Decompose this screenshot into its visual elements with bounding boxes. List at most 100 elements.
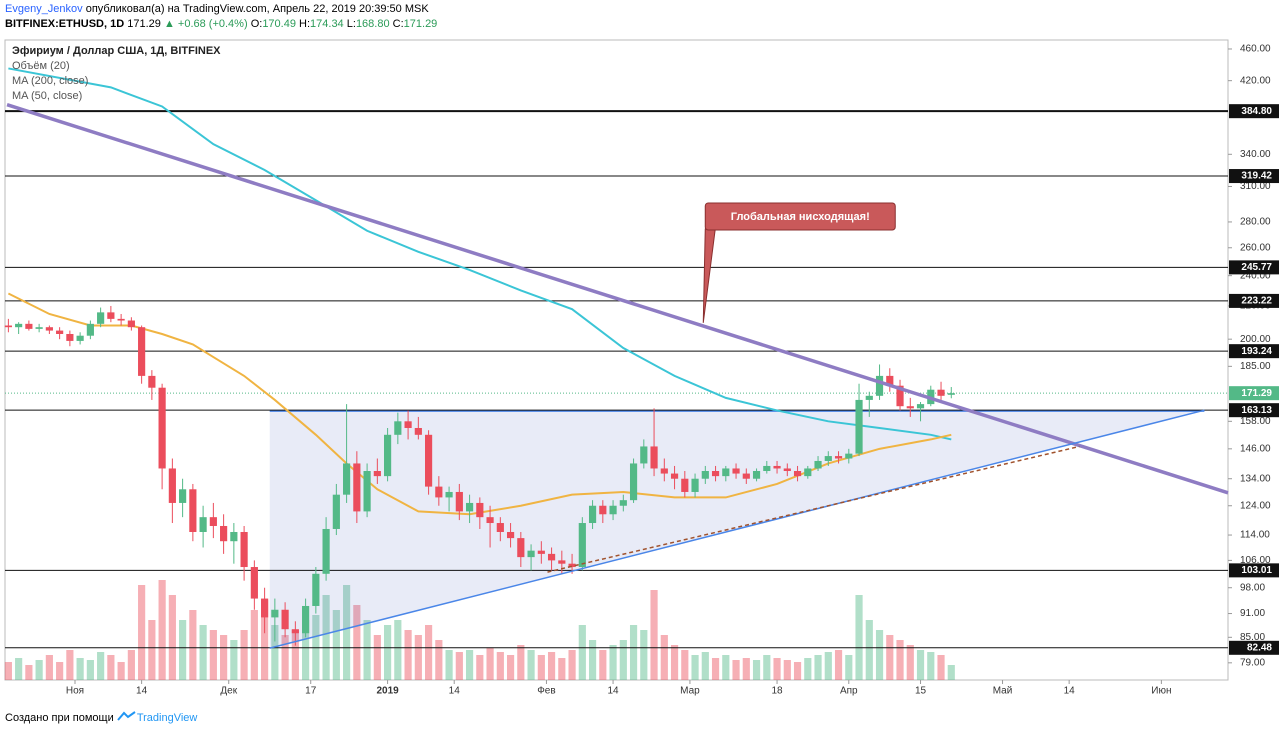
volume-bar <box>578 625 586 680</box>
candle-body <box>640 446 648 464</box>
ohlc-key: C: <box>392 18 404 30</box>
candle-body <box>845 453 853 459</box>
volume-bar <box>691 655 699 680</box>
y-tick-label: 260.00 <box>1240 242 1271 253</box>
candle-body <box>281 609 289 630</box>
trendline <box>547 445 1080 573</box>
volume-bar <box>343 585 351 680</box>
candle-body <box>773 465 781 469</box>
plot-frame <box>4 39 1229 681</box>
y-tick-label: 79.00 <box>1240 657 1265 668</box>
volume-bar <box>179 620 187 680</box>
x-tick-label: 14 <box>449 686 461 697</box>
candle-body <box>793 471 802 477</box>
candle-body <box>865 395 873 400</box>
candle-body <box>148 375 156 388</box>
candle-body <box>937 389 945 396</box>
volume-bar <box>763 655 771 680</box>
ohlc: O:170.49 H:174.34 L:168.80 C:171.29 <box>251 18 438 30</box>
volume-bar <box>783 660 791 680</box>
author[interactable]: Evgeny_Jenkov <box>5 3 83 15</box>
volume-bar <box>76 658 84 680</box>
logo <box>117 711 136 721</box>
volume-bar <box>127 650 135 680</box>
volume-bar <box>373 635 381 680</box>
candle-body <box>476 502 484 518</box>
level-label: 103.01 <box>1241 565 1272 576</box>
volume-bar <box>629 625 638 680</box>
candle-body <box>343 463 351 495</box>
level-tag <box>1229 260 1279 275</box>
y-tick-label: 158.00 <box>1240 416 1271 427</box>
volume-bar <box>465 650 474 680</box>
change: ▲ +0.68 (+0.4%) <box>163 18 248 30</box>
candle-body <box>711 471 720 477</box>
ohlc-value: 168.80 <box>355 18 390 30</box>
level-label: 223.22 <box>1241 296 1272 307</box>
candle-body <box>455 491 463 512</box>
candle-body <box>906 406 914 409</box>
candle-body <box>322 528 330 574</box>
candle-body <box>732 468 740 474</box>
callout-text: Глобальная нисходящая! <box>731 211 870 223</box>
y-tick-label: 98.00 <box>1240 582 1265 593</box>
level-label: 319.42 <box>1241 171 1272 182</box>
x-tick-label: Июн <box>1151 686 1171 697</box>
candle-body <box>875 375 884 396</box>
volume-bar <box>56 662 64 680</box>
volume-bar <box>261 600 269 680</box>
candle-body <box>619 500 627 506</box>
brand[interactable]: TradingView <box>136 712 198 724</box>
volume-bar <box>281 635 289 680</box>
y-tick-label: 340.00 <box>1240 149 1271 160</box>
candle-body <box>435 486 443 498</box>
candle-body <box>291 629 299 634</box>
candle-body <box>35 327 43 329</box>
volume-bar <box>865 620 873 680</box>
candle-body <box>568 563 576 568</box>
volume-bar <box>476 655 484 680</box>
candle-body <box>302 605 310 634</box>
volume-bar <box>916 650 925 680</box>
candle-body <box>240 531 248 568</box>
candle-body <box>220 525 228 542</box>
candle-body <box>394 421 402 435</box>
candle-body <box>168 468 176 503</box>
level-tag <box>1229 104 1279 119</box>
candle-body <box>76 335 84 341</box>
candle-body <box>424 434 433 487</box>
x-tick-label: Мар <box>680 686 700 697</box>
volume-bar <box>240 630 248 680</box>
volume-bar <box>588 640 597 680</box>
callout-box <box>704 202 896 231</box>
chart: 460.00 420.00 340.00 310.00 280.00 260.00 240.… <box>4 39 1279 697</box>
candle-body <box>384 434 392 477</box>
candle-body <box>445 491 453 498</box>
volume-bar <box>424 625 433 680</box>
ma-line <box>7 292 952 516</box>
volume-bar <box>486 648 494 680</box>
volume-bar <box>107 655 115 680</box>
volume-bar <box>711 658 720 680</box>
volume-bar <box>670 645 679 680</box>
candle-body <box>179 489 187 503</box>
volume-bar <box>517 645 525 680</box>
volume-bar <box>937 655 945 680</box>
volume-bar <box>291 630 299 680</box>
candle-body <box>650 446 658 469</box>
volume-bar <box>824 652 832 680</box>
y-tick-label: 114.00 <box>1240 530 1270 541</box>
candle-body <box>199 517 207 532</box>
volume-bar <box>537 655 545 680</box>
last-price-tag <box>1229 386 1279 401</box>
volume-bar <box>25 665 33 680</box>
candle-body <box>588 505 597 524</box>
candle-body <box>609 505 617 515</box>
x-tick-label: Ноя <box>66 686 84 697</box>
y-tick-label: 106.00 <box>1240 555 1271 566</box>
candle-body <box>414 427 422 435</box>
candle-body <box>742 473 750 479</box>
volume-bar <box>568 650 576 680</box>
volume-bar <box>332 610 340 680</box>
